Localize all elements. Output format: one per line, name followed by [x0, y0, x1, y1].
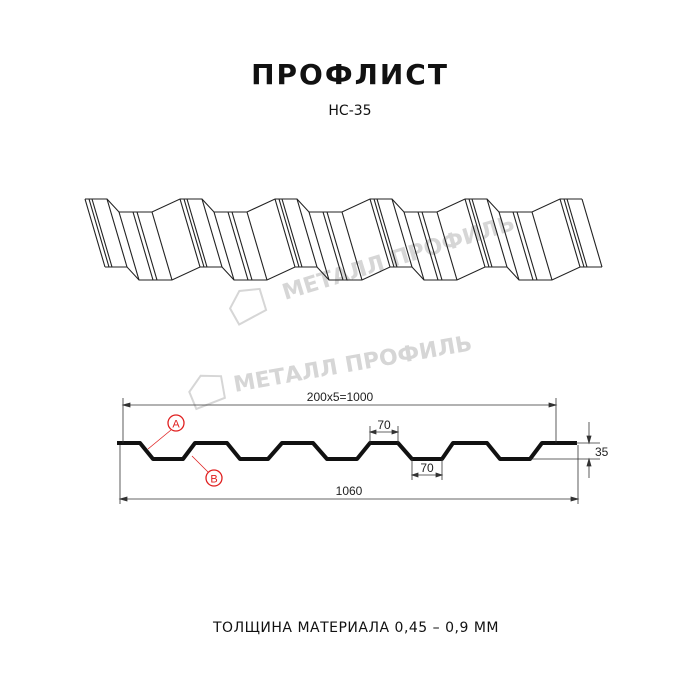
- sheet-groove-line: [516, 211, 538, 281]
- sheet-fold-line: [464, 198, 486, 268]
- page-title: ПРОФЛИСТ: [251, 58, 449, 91]
- arrow-icon: [118, 496, 580, 502]
- marker-a: A: [147, 414, 185, 450]
- sheet-groove-line: [563, 198, 585, 268]
- arrow-icon: [410, 472, 444, 478]
- sheet-fold-line: [179, 198, 201, 268]
- sheet-fold-line: [531, 211, 553, 281]
- sheet-groove-line: [322, 211, 344, 281]
- sheet-fold-line: [84, 198, 106, 268]
- sheet-groove-line: [186, 198, 208, 268]
- sheet-fold-line: [498, 211, 520, 281]
- sheet-groove-line: [373, 198, 395, 268]
- sheet-groove-line: [376, 198, 398, 268]
- sheet-groove-line: [421, 211, 443, 281]
- sheet-fold-line: [274, 198, 296, 268]
- marker-b-label: B: [210, 474, 217, 486]
- sheet-groove-line: [468, 198, 490, 268]
- sheet-groove-line: [471, 198, 493, 268]
- sheet-fold-line: [403, 211, 425, 281]
- sheet-front-edge: [105, 266, 602, 281]
- sheet-fold-line: [559, 198, 581, 268]
- arrow-icon: [586, 435, 592, 467]
- marker-a-label: A: [172, 419, 180, 431]
- sheet-fold-line: [296, 198, 318, 268]
- sheet-groove-line: [227, 211, 249, 281]
- dim-total-label: 1060: [336, 484, 363, 498]
- profile-code: НС-35: [328, 103, 372, 119]
- dim-bottom-flat-label: 70: [420, 461, 434, 475]
- sheet-fold-line: [201, 198, 223, 268]
- dim-pitch-label: 200x5=1000: [307, 390, 374, 404]
- sheet-groove-line: [512, 211, 534, 281]
- sheet-fold-line: [341, 211, 363, 281]
- dim-height-label: 35: [595, 445, 609, 459]
- material-thickness: ТОЛЩИНА МАТЕРИАЛА 0,45 – 0,9 ММ: [213, 620, 499, 636]
- sheet-groove-line: [88, 198, 110, 268]
- sheet-groove-line: [281, 198, 303, 268]
- marker-b: B: [191, 455, 223, 487]
- dim-top-flat-label: 70: [377, 418, 391, 432]
- sheet-groove-line: [136, 211, 158, 281]
- sheet-fold-line: [581, 198, 603, 268]
- sheet-groove-line: [183, 198, 205, 268]
- sheet-groove-line: [566, 198, 588, 268]
- sheet-perspective: [84, 198, 603, 281]
- sheet-fold-line: [246, 211, 268, 281]
- sheet-groove-line: [326, 211, 348, 281]
- arrow-icon: [368, 429, 400, 435]
- sheet-fold-line: [486, 198, 508, 268]
- arrow-icon: [121, 402, 558, 408]
- sheet-fold-line: [436, 211, 458, 281]
- sheet-groove-line: [278, 198, 300, 268]
- sheet-groove-line: [91, 198, 113, 268]
- sheet-groove-line: [417, 211, 439, 281]
- profile-section: [117, 441, 577, 461]
- watermark-top: МЕТАЛЛ ПРОФИЛЬ: [228, 211, 518, 326]
- sheet-fold-line: [308, 211, 330, 281]
- sheet-fold-line: [369, 198, 391, 268]
- sheet-fold-line: [213, 211, 235, 281]
- sheet-groove-line: [231, 211, 253, 281]
- sheet-back-edge: [85, 198, 582, 213]
- sheet-fold-line: [118, 211, 140, 281]
- watermark-text-2: МЕТАЛЛ ПРОФИЛЬ: [232, 331, 474, 398]
- sheet-fold-line: [106, 198, 128, 268]
- sheet-groove-line: [132, 211, 154, 281]
- sheet-fold-line: [151, 211, 173, 281]
- sheet-fold-line: [391, 198, 413, 268]
